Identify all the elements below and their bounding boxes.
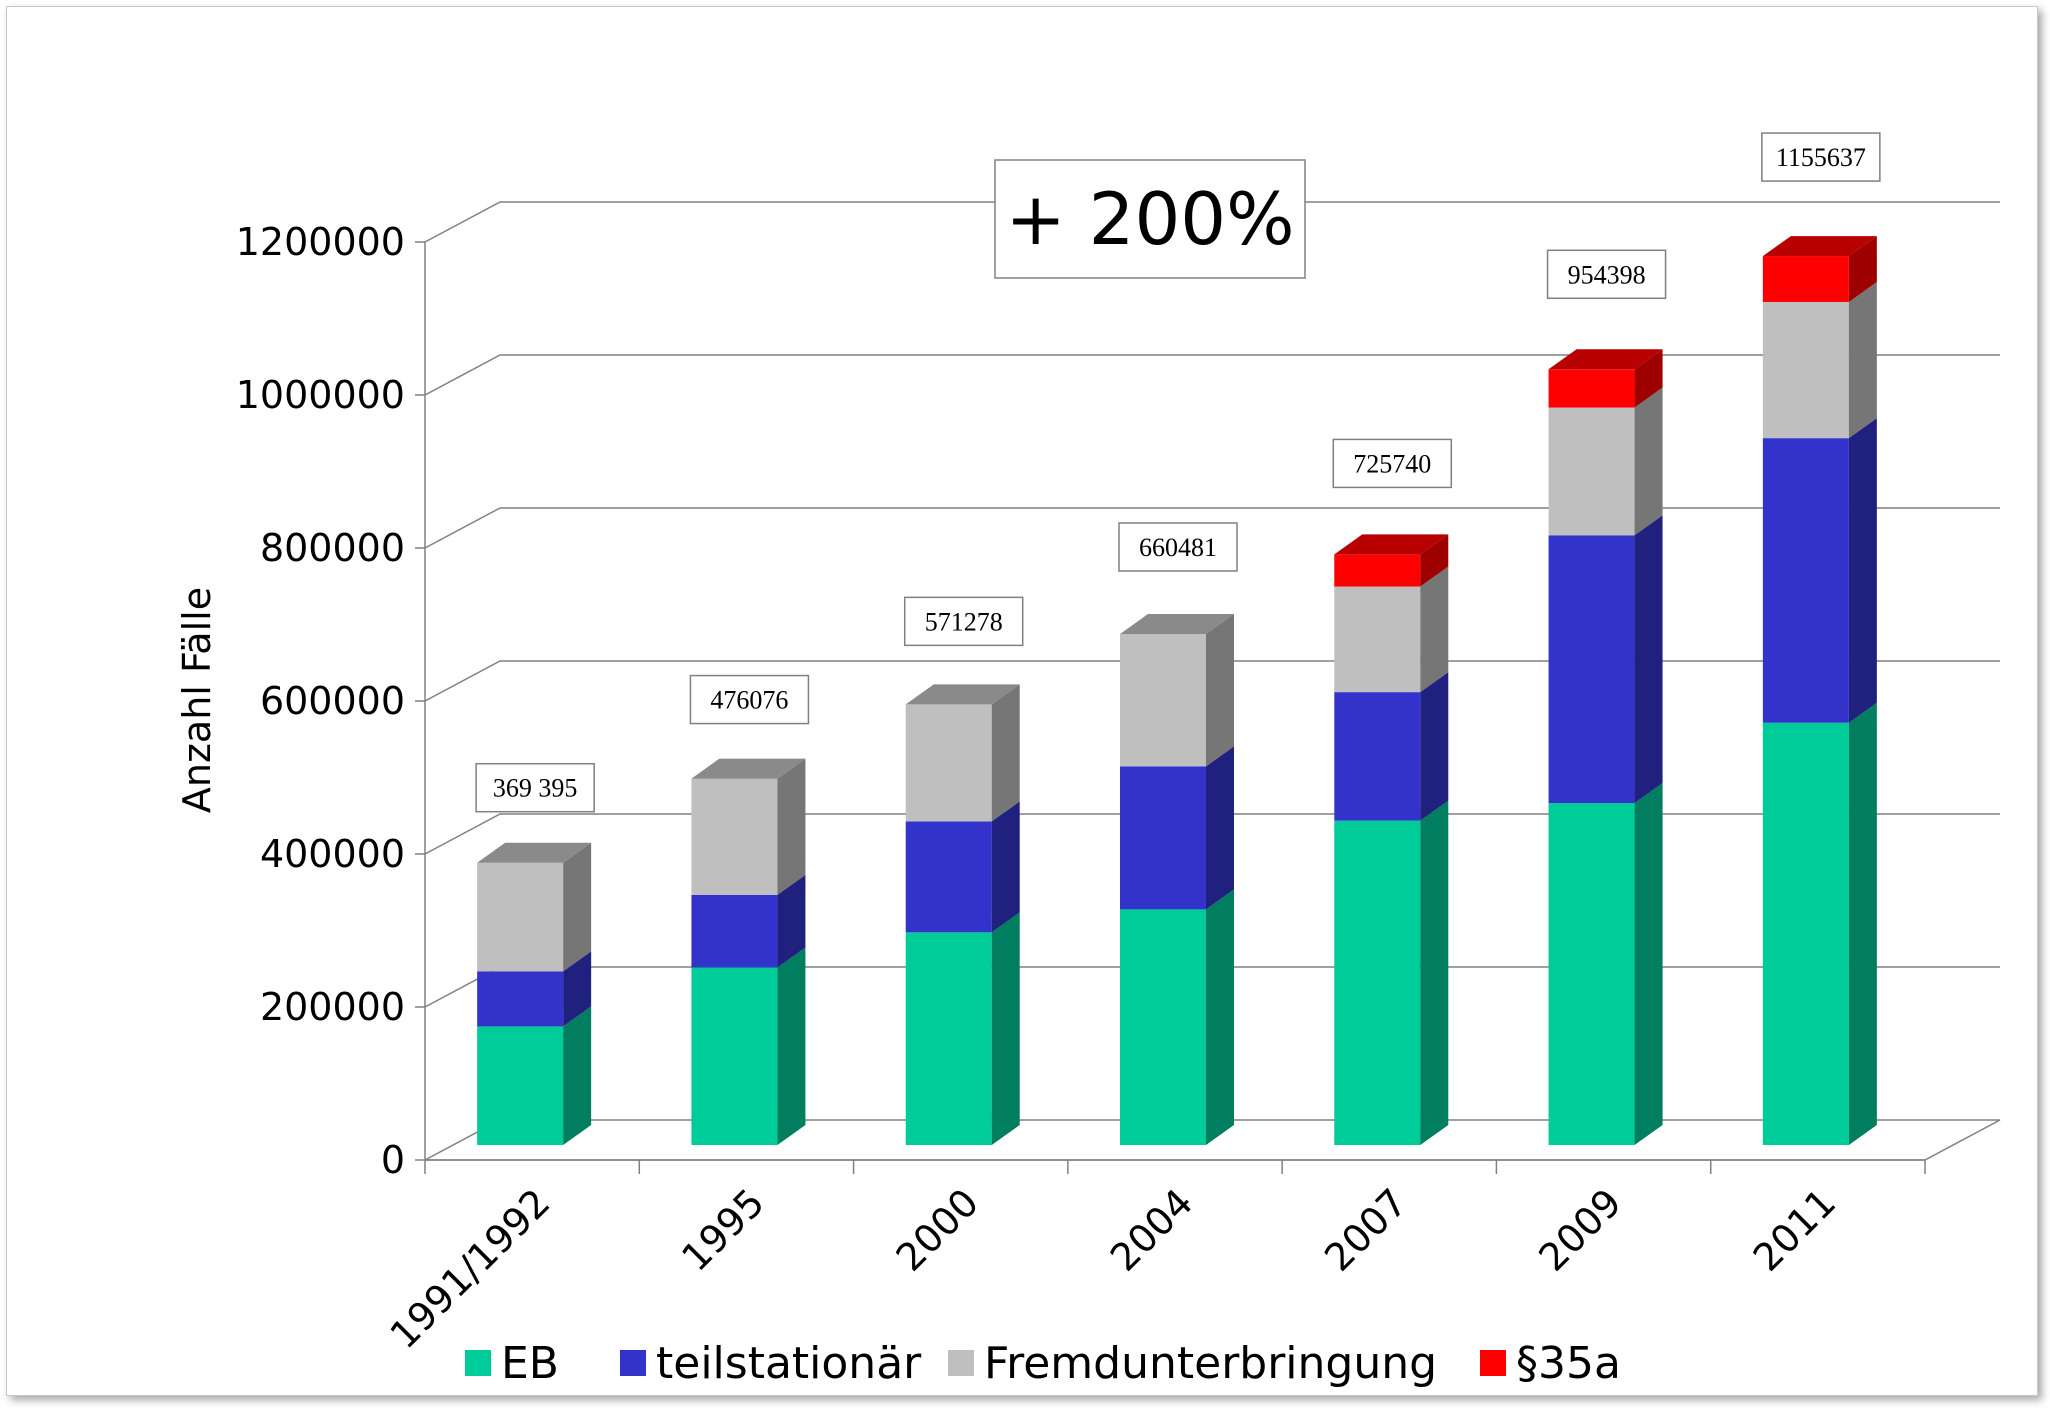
- bar-segment: [1334, 672, 1449, 821]
- legend-item: Fremdunterbringung: [948, 1338, 1437, 1389]
- svg-text:1155637: 1155637: [1776, 143, 1866, 172]
- bar-segment: [691, 874, 806, 968]
- annotation-text: + 200%: [1005, 177, 1294, 261]
- gridline: [424, 201, 2000, 243]
- bar-segment: [477, 842, 592, 972]
- bar-segment: [477, 951, 592, 1027]
- legend-label: Fremdunterbringung: [984, 1338, 1437, 1389]
- legend-swatch: [1480, 1350, 1506, 1376]
- total-label: 1155637: [1761, 132, 1881, 182]
- legend-item: teilstationär: [620, 1338, 922, 1389]
- gridline: [424, 813, 2000, 855]
- legend-label: teilstationär: [656, 1338, 922, 1389]
- y-axis-label: Anzahl Fälle: [175, 587, 219, 813]
- data-labels: 369 395 476076 571278 660481 725740 954398 115…: [475, 132, 1881, 813]
- legend-swatch: [948, 1350, 974, 1376]
- bar-segment: [905, 684, 1020, 822]
- x-tick-label: 2011: [1745, 1180, 1845, 1280]
- total-label: 369 395: [475, 762, 595, 813]
- total-label: 476076: [689, 674, 810, 725]
- bar-segment: [1334, 800, 1449, 1145]
- svg-text:369 395: 369 395: [493, 774, 578, 803]
- y-tick-label: 600000: [260, 679, 405, 723]
- y-tick-label: 200000: [260, 985, 405, 1029]
- x-tick-label: 2004: [1102, 1180, 1202, 1280]
- y-tick-label: 400000: [260, 832, 405, 876]
- legend: EB teilstationär Fremdunterbringung §35a: [465, 1338, 1621, 1389]
- gridline: [424, 507, 2000, 549]
- legend-swatch: [620, 1350, 646, 1376]
- bar-segment: [477, 1006, 592, 1145]
- y-tick-label: 1000000: [236, 373, 405, 417]
- bar-segment: [1548, 515, 1663, 804]
- total-label: 571278: [903, 596, 1024, 647]
- bar-segment: [1762, 418, 1877, 723]
- bar-segment: [691, 947, 806, 1145]
- y-tick-label: 800000: [260, 526, 405, 570]
- bar-segment: [1120, 746, 1234, 910]
- bar-segment: [905, 801, 1020, 933]
- svg-text:660481: 660481: [1139, 533, 1217, 562]
- annotation: + 200%: [994, 159, 1306, 279]
- bar-segment: [905, 912, 1020, 1145]
- bar-segment: [1120, 889, 1234, 1145]
- total-label: 660481: [1118, 522, 1238, 572]
- x-tick-label: 1995: [673, 1180, 773, 1280]
- x-tick-label: 2009: [1530, 1180, 1630, 1280]
- legend-label: §35a: [1516, 1338, 1621, 1389]
- y-tick-label: 0: [381, 1138, 405, 1182]
- svg-text:725740: 725740: [1353, 449, 1431, 478]
- annotation-box: [994, 159, 1306, 279]
- bar-segment: [1334, 566, 1449, 693]
- legend-item: §35a: [1480, 1338, 1621, 1389]
- x-tick-label: 2000: [888, 1180, 988, 1280]
- x-tick-label: 1991/1992: [382, 1180, 559, 1357]
- svg-text:476076: 476076: [710, 686, 788, 715]
- legend-label: EB: [501, 1338, 559, 1389]
- bar-segment: [1548, 783, 1663, 1145]
- bar-segment: [1120, 613, 1234, 767]
- bar-segment: [691, 758, 806, 895]
- legend-item: EB: [465, 1338, 559, 1389]
- x-tick-label: 2007: [1316, 1180, 1416, 1280]
- bar-segment: [1334, 534, 1449, 587]
- gridlines: [424, 201, 2000, 1008]
- legend-swatch: [465, 1350, 491, 1376]
- svg-text:571278: 571278: [925, 607, 1003, 636]
- gridline: [424, 660, 2000, 702]
- bars: [477, 236, 1877, 1145]
- total-label: 954398: [1546, 249, 1667, 300]
- total-label: 725740: [1332, 438, 1453, 489]
- gridline: [424, 354, 2000, 396]
- svg-text:954398: 954398: [1568, 260, 1646, 289]
- bar-segment: [1762, 236, 1877, 302]
- bar-segment: [1548, 387, 1663, 536]
- y-tick-label: 1200000: [236, 220, 405, 264]
- bar-segment: [1762, 702, 1877, 1145]
- bar-segment: [1762, 281, 1877, 439]
- bar-segment: [1548, 349, 1663, 408]
